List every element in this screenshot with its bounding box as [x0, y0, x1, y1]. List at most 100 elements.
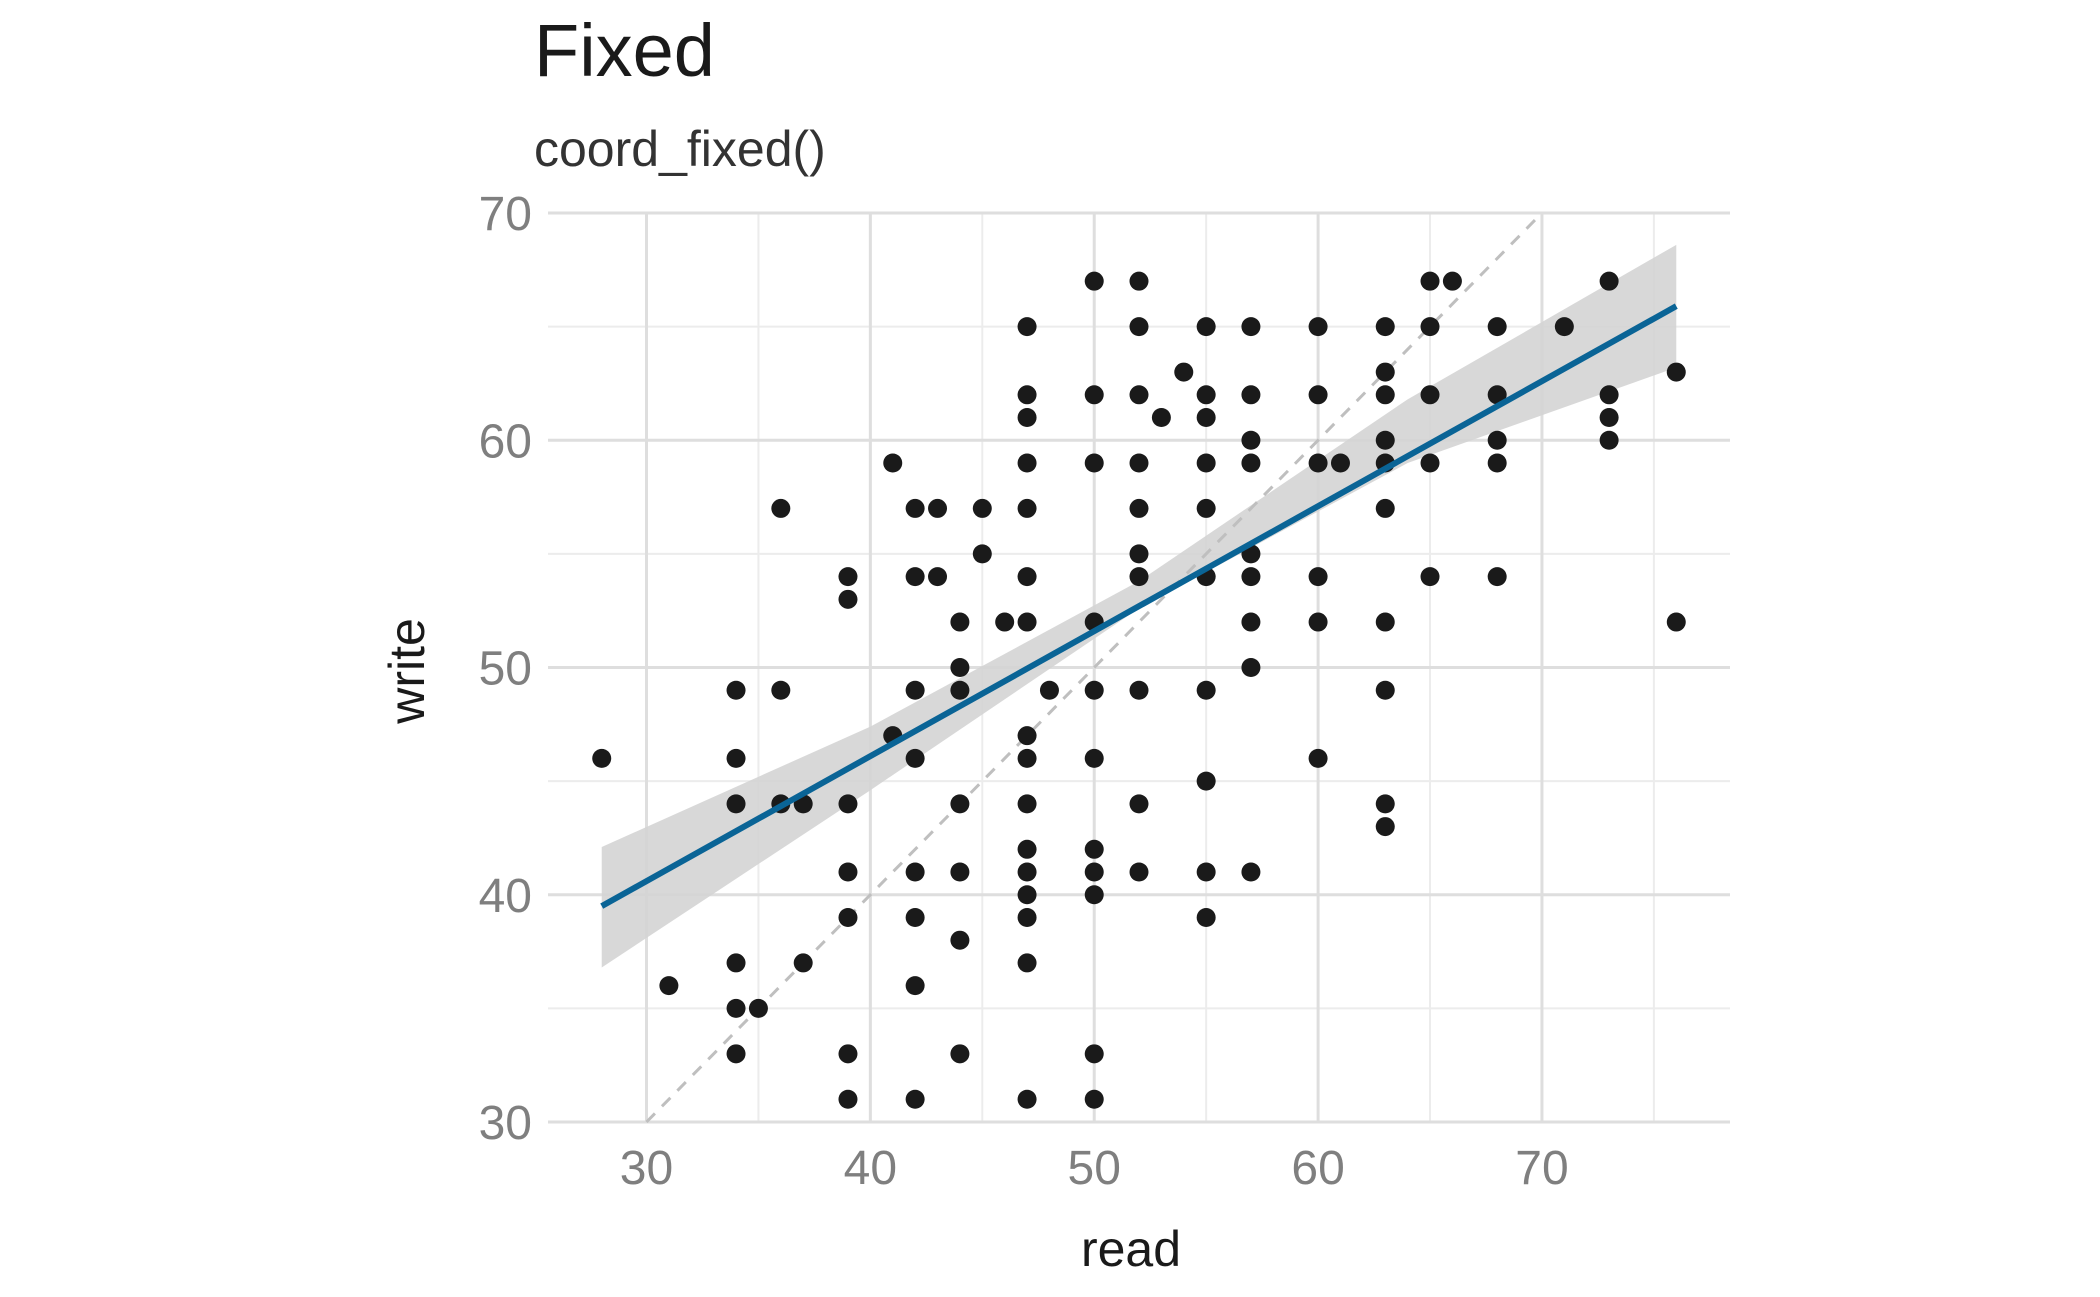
- data-point: [1420, 385, 1440, 405]
- data-point: [1308, 453, 1328, 473]
- data-point: [1599, 385, 1619, 405]
- data-point: [726, 998, 746, 1018]
- data-point: [1017, 408, 1037, 428]
- data-point: [1330, 453, 1350, 473]
- data-point: [1308, 748, 1328, 768]
- x-tick-label: 50: [1068, 1142, 1121, 1195]
- x-axis-title: read: [1081, 1221, 1181, 1277]
- y-axis-tick-labels: 30 40 50 60 70: [479, 188, 532, 1150]
- y-tick-label: 30: [479, 1097, 532, 1150]
- data-point: [1241, 453, 1261, 473]
- data-point: [1308, 612, 1328, 632]
- data-point: [950, 680, 970, 700]
- regression-line: [600, 303, 1678, 909]
- y-tick-label: 40: [479, 870, 532, 923]
- data-point: [950, 794, 970, 814]
- data-point: [1017, 453, 1037, 473]
- data-point: [1599, 271, 1619, 291]
- data-point: [950, 1044, 970, 1064]
- data-point: [1308, 317, 1328, 337]
- data-point: [1129, 498, 1149, 518]
- data-point: [592, 748, 612, 768]
- data-point: [1151, 408, 1171, 428]
- data-point: [1241, 612, 1261, 632]
- data-point: [1129, 680, 1149, 700]
- data-point: [838, 1044, 858, 1064]
- data-point: [1487, 453, 1507, 473]
- data-point: [1196, 498, 1216, 518]
- data-point: [905, 680, 925, 700]
- chart-title: Fixed: [534, 9, 715, 92]
- data-point: [1129, 385, 1149, 405]
- data-point: [771, 680, 791, 700]
- y-axis-title: write: [379, 618, 435, 725]
- data-point: [1084, 385, 1104, 405]
- data-point: [1017, 567, 1037, 587]
- data-point: [905, 498, 925, 518]
- data-point: [1308, 385, 1328, 405]
- data-point: [1375, 794, 1395, 814]
- data-point: [1017, 1089, 1037, 1109]
- data-point: [1017, 953, 1037, 973]
- data-point: [905, 1089, 925, 1109]
- data-point: [1241, 862, 1261, 882]
- data-point: [928, 567, 948, 587]
- data-point: [1084, 1089, 1104, 1109]
- data-point: [1241, 567, 1261, 587]
- data-point: [950, 930, 970, 950]
- x-tick-label: 30: [620, 1142, 673, 1195]
- data-point: [1420, 567, 1440, 587]
- data-point: [1375, 430, 1395, 450]
- data-point: [1017, 317, 1037, 337]
- data-point: [1241, 317, 1261, 337]
- y-tick-label: 70: [479, 188, 532, 241]
- data-point: [1196, 907, 1216, 927]
- data-point: [793, 953, 813, 973]
- data-point: [771, 498, 791, 518]
- data-point: [1375, 385, 1395, 405]
- data-point: [1017, 385, 1037, 405]
- data-point: [1420, 317, 1440, 337]
- data-point: [1375, 612, 1395, 632]
- data-point: [1375, 817, 1395, 837]
- data-point: [1084, 1044, 1104, 1064]
- data-point: [1599, 408, 1619, 428]
- data-point: [1017, 839, 1037, 859]
- data-point: [1039, 680, 1059, 700]
- data-point: [1084, 862, 1104, 882]
- data-point: [1241, 430, 1261, 450]
- data-point: [1420, 453, 1440, 473]
- data-point: [928, 498, 948, 518]
- x-tick-label: 60: [1291, 1142, 1344, 1195]
- data-point: [1129, 544, 1149, 564]
- data-point: [1487, 430, 1507, 450]
- data-point: [1017, 612, 1037, 632]
- data-point: [1017, 794, 1037, 814]
- y-tick-label: 50: [479, 643, 532, 696]
- data-point: [883, 453, 903, 473]
- data-point: [905, 976, 925, 996]
- data-point: [950, 612, 970, 632]
- x-axis-tick-labels: 30 40 50 60 70: [620, 1142, 1569, 1195]
- x-tick-label: 40: [844, 1142, 897, 1195]
- data-point: [726, 748, 746, 768]
- data-point: [1487, 385, 1507, 405]
- data-point: [1599, 430, 1619, 450]
- data-point: [1017, 907, 1037, 927]
- data-point: [1129, 317, 1149, 337]
- identity-reference-line: [645, 211, 1544, 1124]
- data-point: [1196, 408, 1216, 428]
- data-point: [905, 907, 925, 927]
- data-point: [838, 907, 858, 927]
- data-point: [1420, 271, 1440, 291]
- data-point: [1084, 271, 1104, 291]
- data-point: [1017, 748, 1037, 768]
- data-point: [1084, 680, 1104, 700]
- data-point: [950, 658, 970, 677]
- data-point: [1017, 862, 1037, 882]
- data-point: [1129, 862, 1149, 882]
- data-point: [1196, 385, 1216, 405]
- data-point: [1017, 726, 1037, 746]
- data-point: [659, 976, 679, 996]
